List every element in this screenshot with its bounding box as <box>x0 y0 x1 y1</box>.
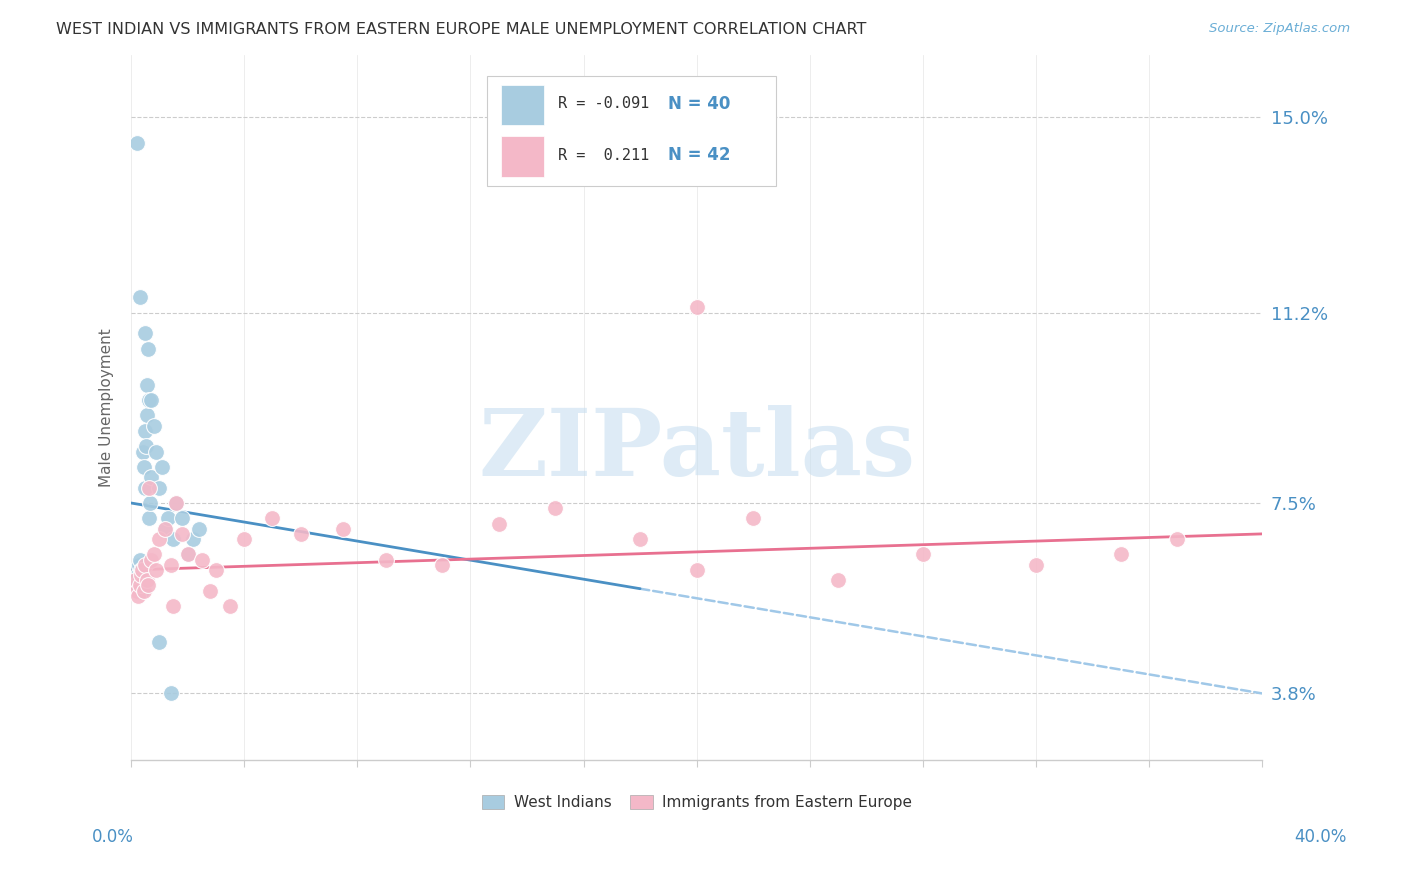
Point <box>262 511 284 525</box>
Point <box>1025 558 1047 572</box>
Point <box>128 578 150 592</box>
Point <box>827 573 849 587</box>
Point <box>135 439 157 453</box>
Point <box>145 444 167 458</box>
Point <box>430 558 453 572</box>
Point <box>131 563 153 577</box>
Text: WEST INDIAN VS IMMIGRANTS FROM EASTERN EUROPE MALE UNEMPLOYMENT CORRELATION CHAR: WEST INDIAN VS IMMIGRANTS FROM EASTERN E… <box>56 22 866 37</box>
Point <box>176 548 198 562</box>
FancyBboxPatch shape <box>501 85 544 126</box>
Text: Source: ZipAtlas.com: Source: ZipAtlas.com <box>1209 22 1350 36</box>
Legend: West Indians, Immigrants from Eastern Europe: West Indians, Immigrants from Eastern Eu… <box>475 789 918 816</box>
Point <box>1109 548 1132 562</box>
Point <box>200 583 222 598</box>
Point <box>136 377 159 392</box>
Point <box>128 552 150 566</box>
Point <box>488 516 510 531</box>
Point <box>139 392 162 407</box>
Point <box>135 409 157 423</box>
Point <box>159 686 181 700</box>
Text: R =  0.211: R = 0.211 <box>558 147 648 162</box>
Point <box>125 573 148 587</box>
Point <box>150 459 173 474</box>
Point <box>139 496 162 510</box>
Point <box>374 552 396 566</box>
Point <box>153 522 176 536</box>
Point <box>911 548 934 562</box>
Point <box>148 481 170 495</box>
Point <box>131 583 153 598</box>
Point <box>125 136 148 150</box>
Point <box>138 511 160 525</box>
Point <box>145 563 167 577</box>
Point <box>332 522 354 536</box>
Point <box>135 573 157 587</box>
FancyBboxPatch shape <box>501 136 544 177</box>
Point <box>290 527 312 541</box>
Text: 40.0%: 40.0% <box>1295 828 1347 846</box>
Point <box>170 527 193 541</box>
Point <box>162 532 184 546</box>
Point <box>685 301 707 315</box>
Point <box>124 573 146 587</box>
Point <box>127 578 149 592</box>
Point <box>139 470 162 484</box>
Point <box>142 418 165 433</box>
Point <box>138 481 160 495</box>
Point <box>124 563 146 577</box>
Point <box>128 290 150 304</box>
Point <box>139 552 162 566</box>
Point <box>125 583 148 598</box>
Point <box>134 481 156 495</box>
Y-axis label: Male Unemployment: Male Unemployment <box>100 328 114 487</box>
Text: R = -0.091: R = -0.091 <box>558 96 648 112</box>
Point <box>132 583 155 598</box>
Point <box>628 532 651 546</box>
Point <box>187 522 209 536</box>
Point <box>165 496 187 510</box>
Point <box>131 568 153 582</box>
Point <box>1166 532 1188 546</box>
Point <box>134 326 156 340</box>
Text: N = 40: N = 40 <box>668 95 731 112</box>
Point <box>134 424 156 438</box>
Point <box>148 635 170 649</box>
Point <box>129 568 152 582</box>
Point <box>181 532 204 546</box>
Point <box>132 459 155 474</box>
Point <box>129 563 152 577</box>
Point <box>219 599 242 613</box>
Text: 0.0%: 0.0% <box>91 828 134 846</box>
FancyBboxPatch shape <box>488 77 776 186</box>
Point <box>742 511 765 525</box>
Point <box>176 548 198 562</box>
Text: ZIPatlas: ZIPatlas <box>478 405 915 495</box>
Point <box>127 568 149 582</box>
Point <box>136 578 159 592</box>
Point <box>190 552 212 566</box>
Point <box>142 548 165 562</box>
Point <box>159 558 181 572</box>
Point <box>138 392 160 407</box>
Point <box>129 573 152 587</box>
Point <box>128 558 150 572</box>
Point <box>127 589 149 603</box>
Point <box>156 511 179 525</box>
Point <box>685 563 707 577</box>
Point <box>136 342 159 356</box>
Point <box>134 558 156 572</box>
Point <box>153 522 176 536</box>
Point <box>233 532 256 546</box>
Point <box>165 496 187 510</box>
Text: N = 42: N = 42 <box>668 146 731 164</box>
Point <box>205 563 228 577</box>
Point <box>132 444 155 458</box>
Point <box>148 532 170 546</box>
Point <box>170 511 193 525</box>
Point <box>544 501 567 516</box>
Point <box>162 599 184 613</box>
